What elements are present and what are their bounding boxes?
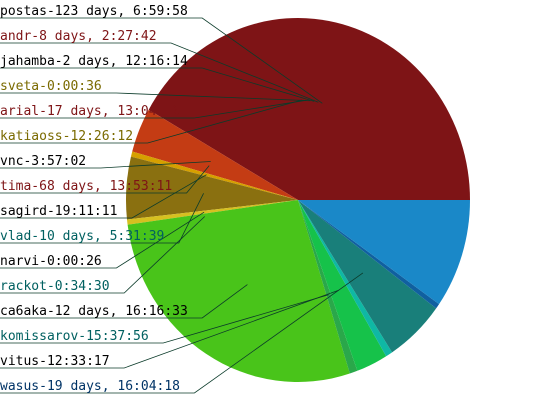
pie-slice xyxy=(298,200,387,371)
slice-label: narvi-0:00:26 xyxy=(0,254,102,269)
slice-label: sagird-19:11:11 xyxy=(0,204,117,219)
pie-slice xyxy=(298,200,440,309)
pie-slice xyxy=(298,200,437,353)
slice-label: katiaoss-12:26:12 xyxy=(0,129,133,144)
slice-label: postas-123 days, 6:59:58 xyxy=(0,4,188,19)
slice-label: ca6aka-12 days, 16:16:33 xyxy=(0,304,188,319)
leader-line xyxy=(0,272,364,394)
pie-slices xyxy=(125,18,471,382)
slice-label: rackot-0:34:30 xyxy=(0,279,110,294)
leader-line xyxy=(0,67,315,102)
leader-line xyxy=(0,284,248,319)
leader-line xyxy=(0,289,339,369)
leader-line xyxy=(0,174,207,219)
slice-label: arial-17 days, 13:04:10 xyxy=(0,104,180,119)
pie-slice xyxy=(132,109,298,200)
leader-line xyxy=(0,92,311,102)
leader-lines xyxy=(0,17,364,394)
leader-line xyxy=(0,294,329,344)
pie-slice xyxy=(298,200,358,374)
slice-label: komissarov-15:37:56 xyxy=(0,329,149,344)
leader-line xyxy=(0,161,211,169)
leader-line xyxy=(0,165,210,194)
pie-slice xyxy=(125,156,298,220)
leader-line xyxy=(0,17,323,104)
leader-line xyxy=(0,42,319,103)
slice-label: vlad-10 days, 5:31:39 xyxy=(0,229,164,244)
pie-slice xyxy=(298,200,470,305)
leader-line xyxy=(0,211,205,269)
leader-line xyxy=(0,99,307,119)
slice-label: andr-8 days, 2:27:42 xyxy=(0,29,157,44)
slice-label: jahamba-2 days, 12:16:14 xyxy=(0,54,188,69)
slice-label: sveta-0:00:36 xyxy=(0,79,102,94)
pie-slice xyxy=(298,200,393,357)
slice-label: vnc-3:57:02 xyxy=(0,154,86,169)
slice-labels: postas-123 days, 6:59:58 andr-8 days, 2:2… xyxy=(0,4,188,394)
leader-line xyxy=(0,193,204,244)
slice-label: wasus-19 days, 16:04:18 xyxy=(0,379,180,394)
pie-slice xyxy=(148,18,471,200)
slice-label: vitus-12:33:17 xyxy=(0,354,110,369)
leader-line xyxy=(0,99,303,144)
slice-label: tima-68 days, 13:53:11 xyxy=(0,179,172,194)
pie-slice xyxy=(126,200,299,225)
leader-line xyxy=(0,216,205,294)
